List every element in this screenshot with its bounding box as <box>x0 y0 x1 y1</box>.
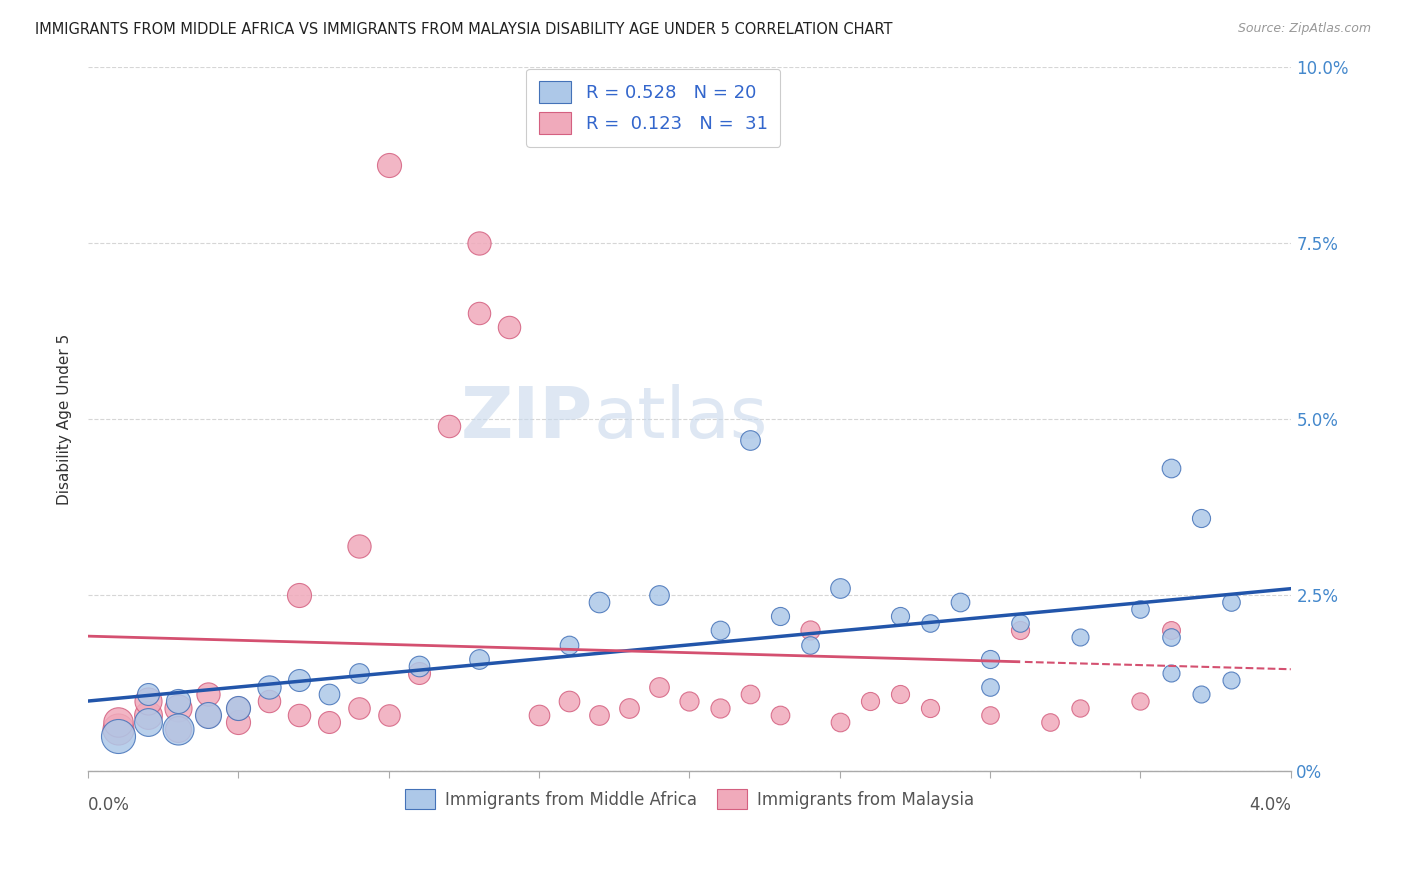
Point <box>918 616 941 631</box>
Point <box>197 687 219 701</box>
Point <box>678 694 700 708</box>
Point <box>347 701 370 715</box>
Point <box>197 708 219 723</box>
Point <box>347 665 370 680</box>
Point <box>228 701 250 715</box>
Point <box>136 687 159 701</box>
Point <box>437 419 460 434</box>
Point <box>136 714 159 729</box>
Point <box>1069 701 1091 715</box>
Point <box>347 539 370 553</box>
Point <box>468 306 491 320</box>
Point <box>918 701 941 715</box>
Point <box>1129 694 1152 708</box>
Point <box>828 714 851 729</box>
Point <box>408 658 430 673</box>
Point <box>318 687 340 701</box>
Y-axis label: Disability Age Under 5: Disability Age Under 5 <box>58 334 72 505</box>
Point <box>889 609 911 624</box>
Point <box>228 701 250 715</box>
Point <box>1160 665 1182 680</box>
Point <box>1160 624 1182 638</box>
Text: 4.0%: 4.0% <box>1249 797 1291 814</box>
Point <box>1160 461 1182 475</box>
Point <box>558 694 581 708</box>
Point <box>648 680 671 694</box>
Point <box>136 694 159 708</box>
Point <box>979 708 1001 723</box>
Point <box>1160 631 1182 645</box>
Point <box>228 714 250 729</box>
Point <box>167 701 190 715</box>
Text: ZIP: ZIP <box>461 384 593 453</box>
Point <box>949 595 972 609</box>
Point <box>527 708 550 723</box>
Point <box>709 701 731 715</box>
Point <box>107 729 129 743</box>
Point <box>648 588 671 602</box>
Point <box>107 714 129 729</box>
Point <box>1069 631 1091 645</box>
Point <box>378 708 401 723</box>
Point <box>1189 510 1212 524</box>
Point <box>1189 687 1212 701</box>
Point <box>167 722 190 736</box>
Point <box>287 708 309 723</box>
Point <box>859 694 882 708</box>
Point <box>498 320 520 334</box>
Point <box>318 714 340 729</box>
Point <box>468 235 491 250</box>
Point <box>738 433 761 447</box>
Legend: Immigrants from Middle Africa, Immigrants from Malaysia: Immigrants from Middle Africa, Immigrant… <box>398 782 981 816</box>
Point <box>197 708 219 723</box>
Point <box>799 638 821 652</box>
Point <box>1039 714 1062 729</box>
Point <box>1129 602 1152 616</box>
Text: Source: ZipAtlas.com: Source: ZipAtlas.com <box>1237 22 1371 36</box>
Point <box>738 687 761 701</box>
Point <box>889 687 911 701</box>
Point <box>107 722 129 736</box>
Point <box>468 651 491 665</box>
Point <box>709 624 731 638</box>
Point <box>257 694 280 708</box>
Point <box>1219 595 1241 609</box>
Point <box>1010 624 1032 638</box>
Point <box>167 694 190 708</box>
Point <box>378 158 401 172</box>
Point <box>287 673 309 687</box>
Text: 0.0%: 0.0% <box>89 797 129 814</box>
Text: atlas: atlas <box>593 384 768 453</box>
Point <box>167 722 190 736</box>
Point <box>769 708 792 723</box>
Point <box>408 665 430 680</box>
Point <box>588 595 610 609</box>
Point <box>287 588 309 602</box>
Text: IMMIGRANTS FROM MIDDLE AFRICA VS IMMIGRANTS FROM MALAYSIA DISABILITY AGE UNDER 5: IMMIGRANTS FROM MIDDLE AFRICA VS IMMIGRA… <box>35 22 893 37</box>
Point <box>1010 616 1032 631</box>
Point <box>979 680 1001 694</box>
Point <box>1219 673 1241 687</box>
Point <box>828 581 851 595</box>
Point <box>588 708 610 723</box>
Point <box>257 680 280 694</box>
Point <box>979 651 1001 665</box>
Point <box>799 624 821 638</box>
Point <box>619 701 641 715</box>
Point <box>136 708 159 723</box>
Point <box>769 609 792 624</box>
Point <box>558 638 581 652</box>
